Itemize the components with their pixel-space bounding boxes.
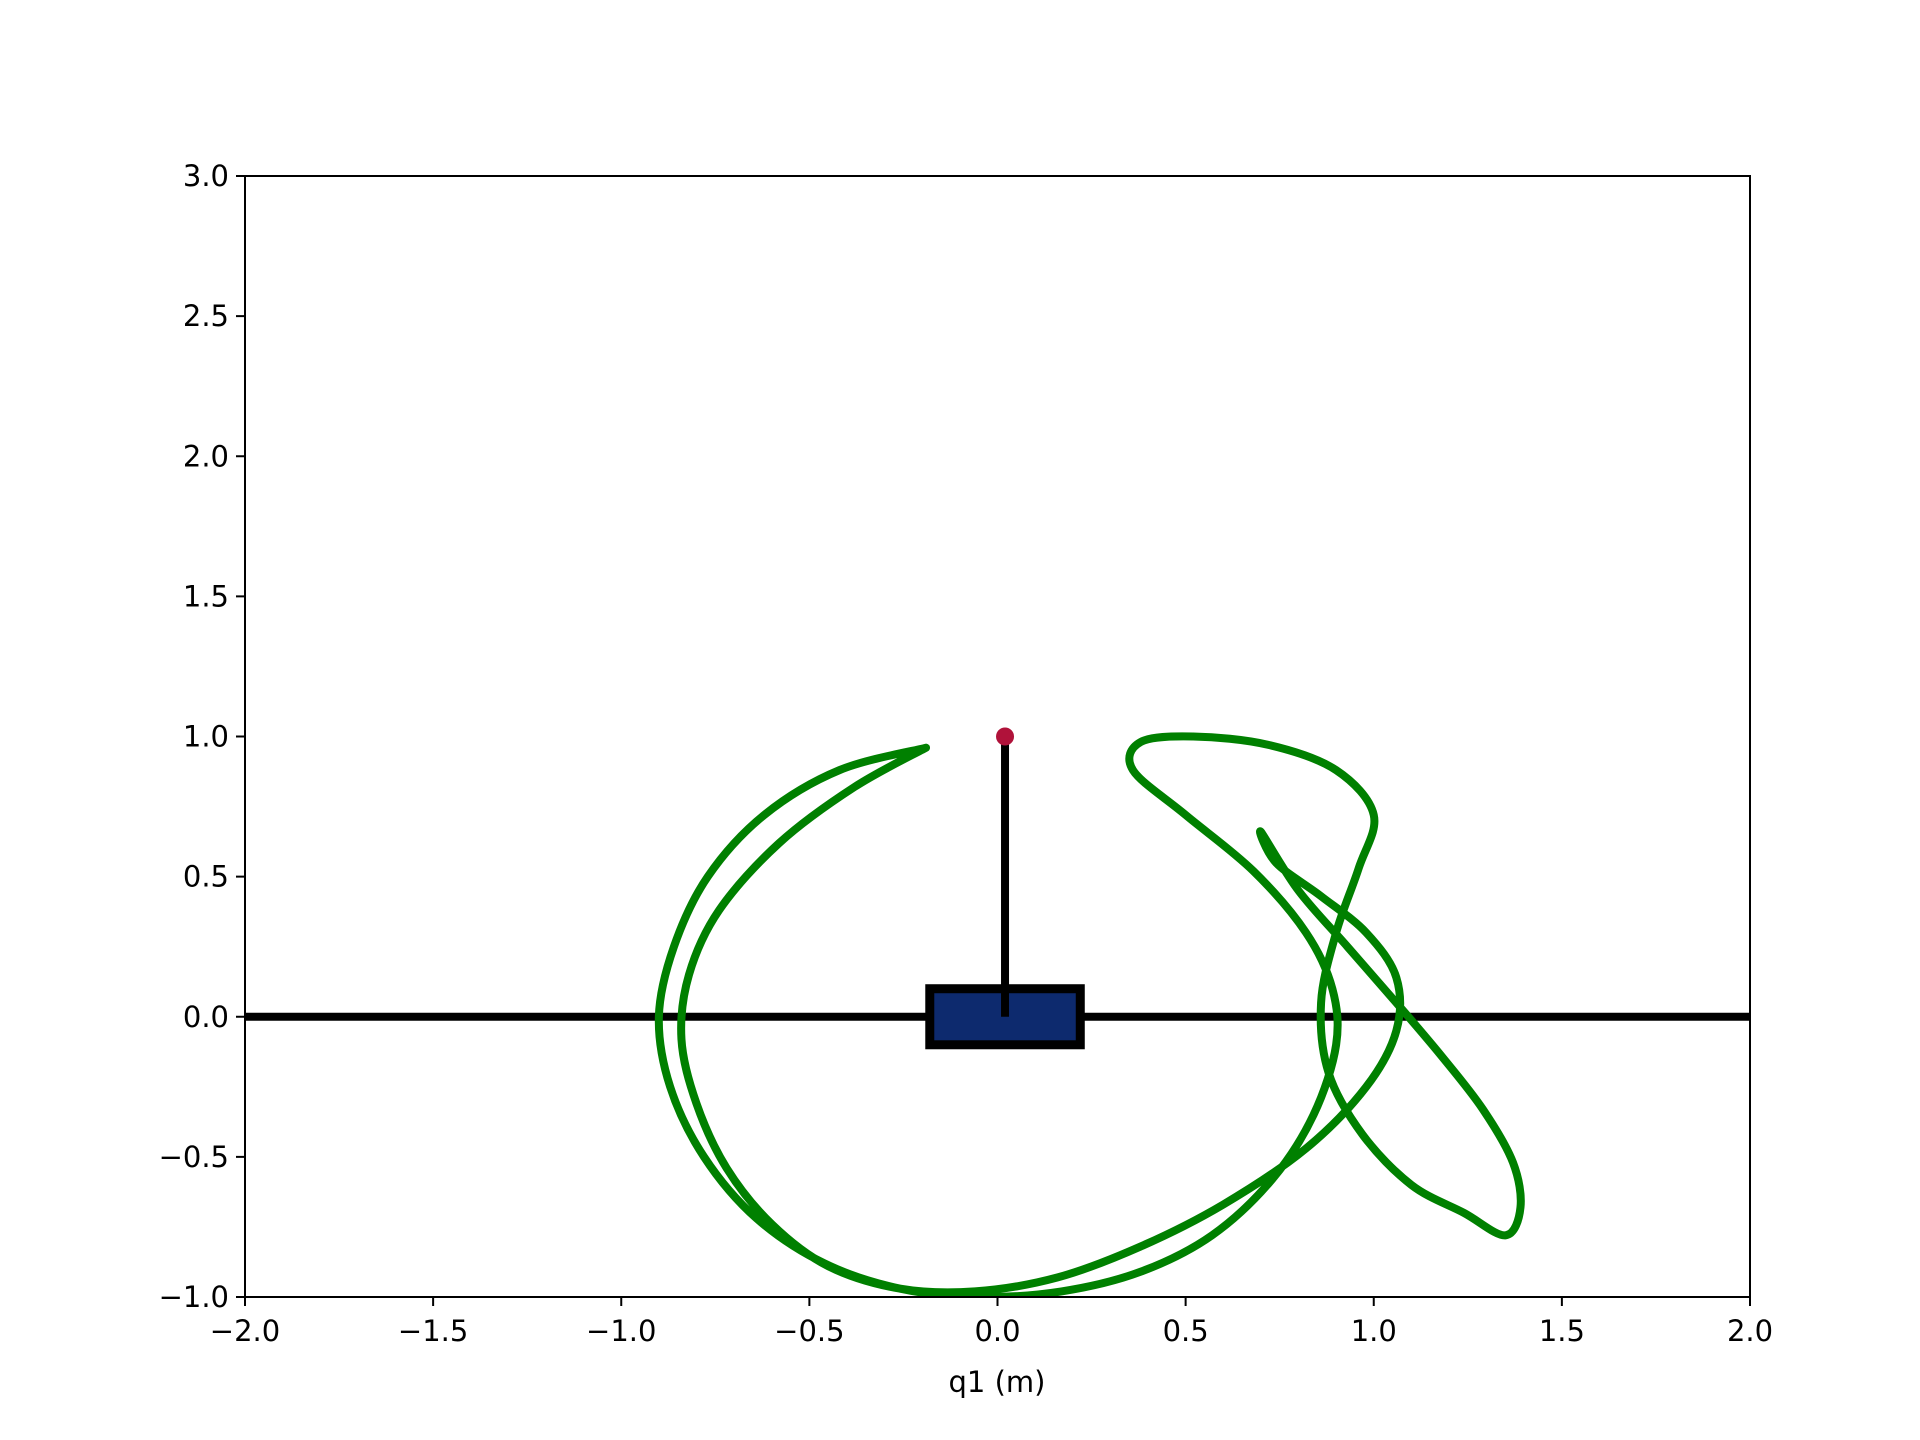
y-tick-label: 0.5 [183,860,229,894]
plot-area [245,727,1750,1297]
y-tick-label: 1.5 [183,579,229,613]
x-tick-label: −1.5 [398,1314,468,1348]
y-tick-label: 3.0 [183,159,229,193]
x-tick-label: 0.0 [974,1314,1020,1348]
y-tick-label: 1.0 [183,720,229,754]
y-tick-label: −0.5 [159,1140,229,1174]
x-tick-label: −0.5 [774,1314,844,1348]
x-tick-label: −2.0 [210,1314,280,1348]
y-axis-ticks: −1.0 −0.5 0.0 0.5 1.0 1.5 2.0 2.5 3.0 [159,159,245,1314]
trajectory-series-0 [654,732,1525,1297]
x-tick-label: 0.5 [1163,1314,1209,1348]
pendulum-tip [996,727,1015,746]
y-tick-label: 0.0 [183,1000,229,1034]
x-tick-label: 1.5 [1539,1314,1585,1348]
x-tick-label: −1.0 [586,1314,656,1348]
y-tick-label: −1.0 [159,1280,229,1314]
x-tick-label: 1.0 [1351,1314,1397,1348]
y-tick-label: 2.5 [183,299,229,333]
y-tick-label: 2.0 [183,439,229,473]
x-tick-label: 2.0 [1727,1314,1773,1348]
x-axis-label: q1 (m) [949,1365,1046,1399]
x-axis-ticks: −2.0 −1.5 −1.0 −0.5 0.0 0.5 1.0 1.5 2.0 [210,1297,1773,1348]
